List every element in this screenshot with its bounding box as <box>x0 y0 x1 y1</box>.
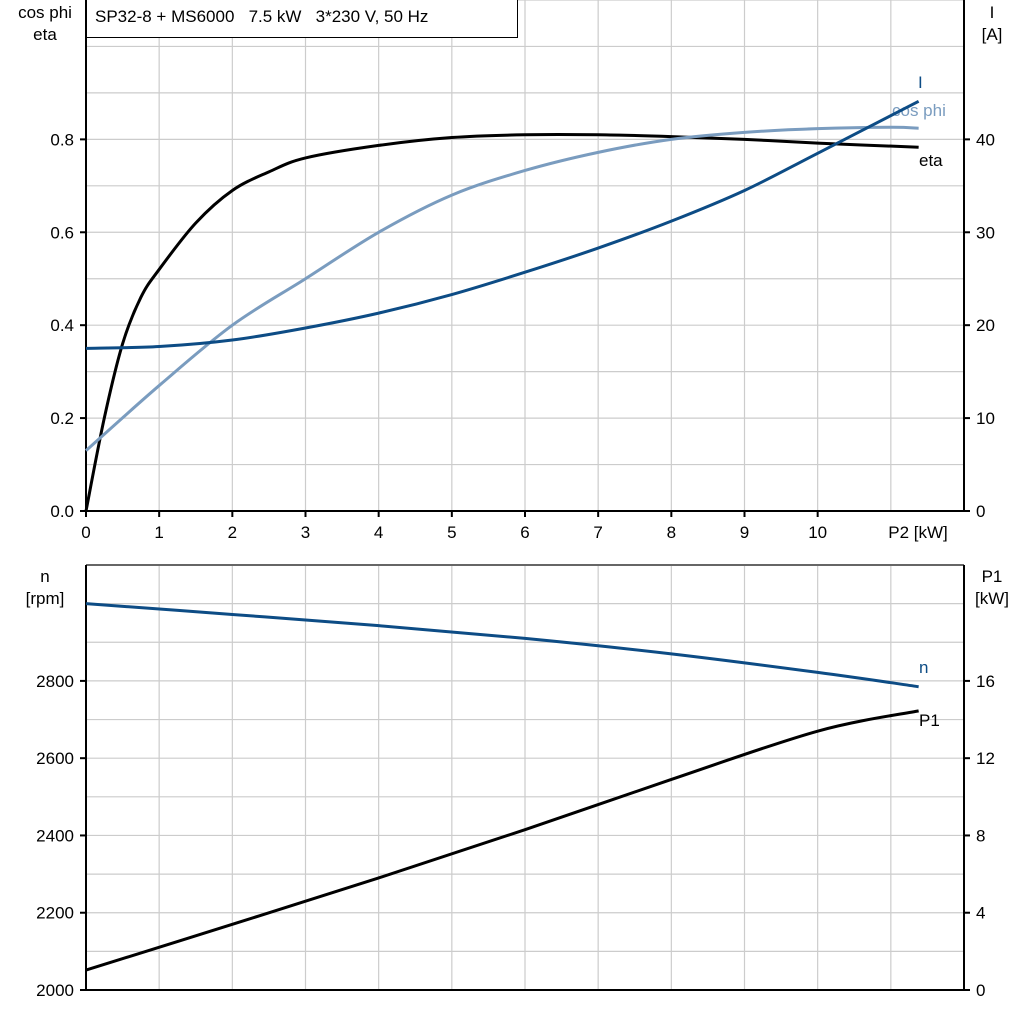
y-right-axis-label: P1 <box>982 567 1003 586</box>
series-line-I <box>85 99 920 350</box>
x-tick-label: 10 <box>808 523 827 542</box>
y-left-axis-label: [rpm] <box>26 589 65 608</box>
x-tick-label: 0 <box>81 523 90 542</box>
y-right-tick-label: 8 <box>976 826 985 845</box>
x-axis-label: P2 [kW] <box>888 523 948 542</box>
y-right-tick-label: 12 <box>976 749 995 768</box>
y-left-tick-label: 0.0 <box>50 502 74 521</box>
y-left-tick-label: 2800 <box>36 672 74 691</box>
x-tick-label: 2 <box>228 523 237 542</box>
y-left-axis-label: n <box>40 567 49 586</box>
y-left-tick-label: 2600 <box>36 749 74 768</box>
chart-title: SP32-8 + MS6000 7.5 kW 3*230 V, 50 Hz <box>86 0 518 38</box>
series-label-P1: P1 <box>919 711 940 730</box>
y-right-axis-label: I <box>990 3 995 22</box>
y-left-tick-label: 0.8 <box>50 130 74 149</box>
x-tick-label: 9 <box>740 523 749 542</box>
series-line-eta <box>84 132 919 512</box>
x-tick-label: 7 <box>593 523 602 542</box>
y-right-tick-label: 0 <box>976 981 985 1000</box>
series-line-n <box>85 602 919 689</box>
y-left-tick-label: 0.6 <box>50 223 74 242</box>
y-left-tick-label: 0.2 <box>50 409 74 428</box>
series-line-P1 <box>85 709 919 972</box>
series-label-n: n <box>919 658 928 677</box>
x-tick-label: 3 <box>301 523 310 542</box>
x-tick-label: 1 <box>154 523 163 542</box>
y-right-axis-label: [A] <box>982 25 1003 44</box>
series-line-cos-phi <box>85 125 919 452</box>
y-right-tick-label: 4 <box>976 904 985 923</box>
y-right-axis-label: [kW] <box>975 589 1009 608</box>
x-tick-label: 8 <box>667 523 676 542</box>
y-right-tick-label: 0 <box>976 502 985 521</box>
y-right-tick-label: 16 <box>976 672 995 691</box>
x-tick-label: 6 <box>520 523 529 542</box>
y-right-tick-label: 40 <box>976 130 995 149</box>
y-left-axis-label: cos phi <box>18 3 72 22</box>
x-tick-label: 4 <box>374 523 383 542</box>
series-label-I: I <box>918 73 923 92</box>
y-left-tick-label: 0.4 <box>50 316 74 335</box>
y-left-tick-label: 2000 <box>36 981 74 1000</box>
y-right-tick-label: 10 <box>976 409 995 428</box>
series-label-eta: eta <box>919 151 943 170</box>
y-left-tick-label: 2400 <box>36 826 74 845</box>
y-right-tick-label: 20 <box>976 316 995 335</box>
y-right-tick-label: 30 <box>976 223 995 242</box>
y-left-tick-label: 2200 <box>36 904 74 923</box>
series-label-cos-phi: cos phi <box>892 101 946 120</box>
y-left-axis-label: eta <box>33 25 57 44</box>
x-tick-label: 5 <box>447 523 456 542</box>
